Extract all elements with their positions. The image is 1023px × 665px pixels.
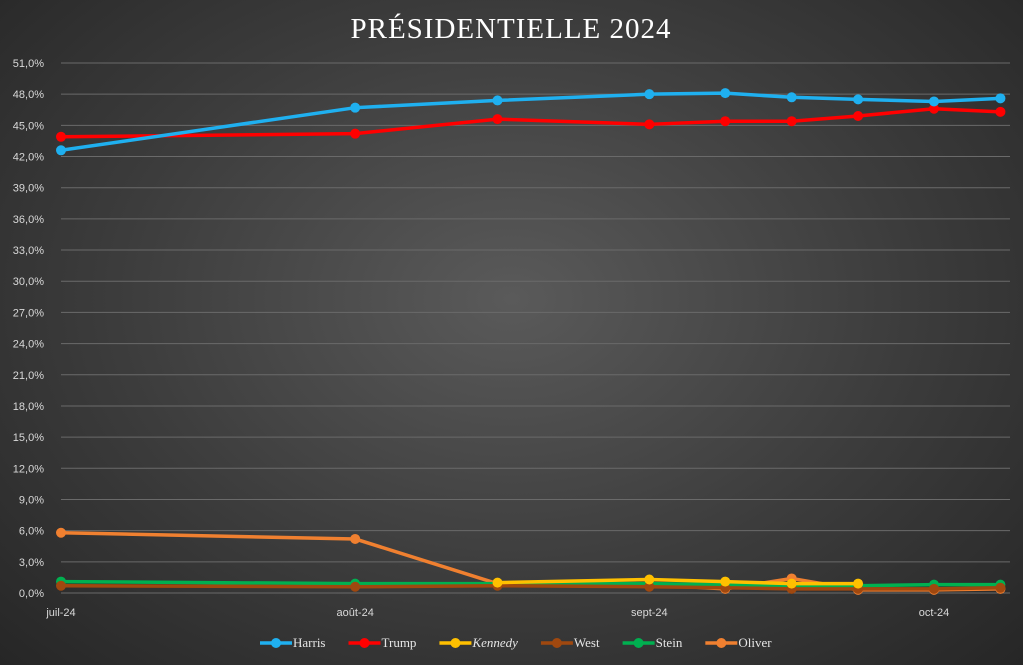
legend-marker xyxy=(716,638,727,648)
y-tick-label: 36,0% xyxy=(13,214,44,226)
data-point xyxy=(644,89,655,100)
legend-marker xyxy=(450,638,461,648)
data-point xyxy=(56,145,66,156)
data-point xyxy=(56,580,66,591)
y-tick-label: 48,0% xyxy=(13,89,44,101)
data-point xyxy=(853,94,864,105)
data-point xyxy=(929,103,939,114)
legend-label: Stein xyxy=(656,635,683,650)
legend-item-west: West xyxy=(540,635,600,650)
data-point xyxy=(720,116,731,127)
x-tick-label: oct-24 xyxy=(919,607,950,619)
y-tick-label: 9,0% xyxy=(19,494,44,506)
y-tick-label: 21,0% xyxy=(13,370,44,382)
data-point xyxy=(56,527,66,538)
legend-marker xyxy=(271,638,281,648)
series-kennedy xyxy=(492,574,864,589)
data-point xyxy=(350,102,361,113)
y-tick-label: 18,0% xyxy=(13,401,44,413)
legend-label: West xyxy=(574,635,600,650)
data-point xyxy=(56,131,66,142)
series-trump xyxy=(56,103,1006,142)
data-point xyxy=(786,116,797,127)
data-point xyxy=(929,583,939,594)
y-tick-label: 30,0% xyxy=(13,276,44,288)
y-tick-label: 0,0% xyxy=(19,588,44,600)
legend-item-kennedy: Kennedy xyxy=(439,635,518,650)
data-point xyxy=(350,128,361,139)
data-point xyxy=(492,114,503,125)
y-tick-label: 24,0% xyxy=(13,339,44,351)
y-tick-label: 51,0% xyxy=(13,58,44,70)
legend-label: Oliver xyxy=(738,635,772,650)
legend-item-harris: Harris xyxy=(260,635,326,650)
x-tick-label: juil-24 xyxy=(45,607,75,619)
legend-item-oliver: Oliver xyxy=(705,635,772,650)
legend-marker xyxy=(633,638,644,648)
data-point xyxy=(786,578,797,589)
data-point xyxy=(644,119,655,130)
data-point xyxy=(995,93,1006,104)
legend-label: Trump xyxy=(382,635,417,650)
data-point xyxy=(720,88,731,99)
legend-item-trump: Trump xyxy=(348,635,417,650)
y-tick-label: 3,0% xyxy=(19,557,44,569)
legend-label: Kennedy xyxy=(471,635,518,650)
legend-marker xyxy=(359,638,370,648)
data-point xyxy=(644,581,655,592)
data-point xyxy=(786,92,797,103)
legend-label: Harris xyxy=(293,635,326,650)
chart-title: PRÉSIDENTIELLE 2024 xyxy=(350,12,671,45)
data-point xyxy=(350,581,361,592)
legend-marker xyxy=(551,638,562,648)
data-point xyxy=(350,533,361,544)
data-point xyxy=(853,111,864,121)
x-tick-label: sept-24 xyxy=(631,607,668,619)
y-tick-label: 33,0% xyxy=(13,245,44,257)
y-tick-label: 39,0% xyxy=(13,183,44,195)
x-tick-label: août-24 xyxy=(337,607,374,619)
data-point xyxy=(929,96,939,107)
y-tick-label: 27,0% xyxy=(13,307,44,319)
series-harris xyxy=(56,88,1006,156)
y-tick-label: 45,0% xyxy=(13,120,44,132)
y-tick-label: 12,0% xyxy=(13,463,44,475)
data-point xyxy=(853,578,864,589)
y-tick-label: 42,0% xyxy=(13,152,44,164)
y-tick-label: 6,0% xyxy=(19,526,44,538)
data-point xyxy=(492,95,503,106)
data-point xyxy=(720,576,731,587)
data-point xyxy=(995,106,1006,117)
y-tick-label: 15,0% xyxy=(13,432,44,444)
data-point xyxy=(492,577,503,588)
data-point xyxy=(644,574,655,585)
data-point xyxy=(995,582,1006,593)
legend-item-stein: Stein xyxy=(622,635,683,650)
